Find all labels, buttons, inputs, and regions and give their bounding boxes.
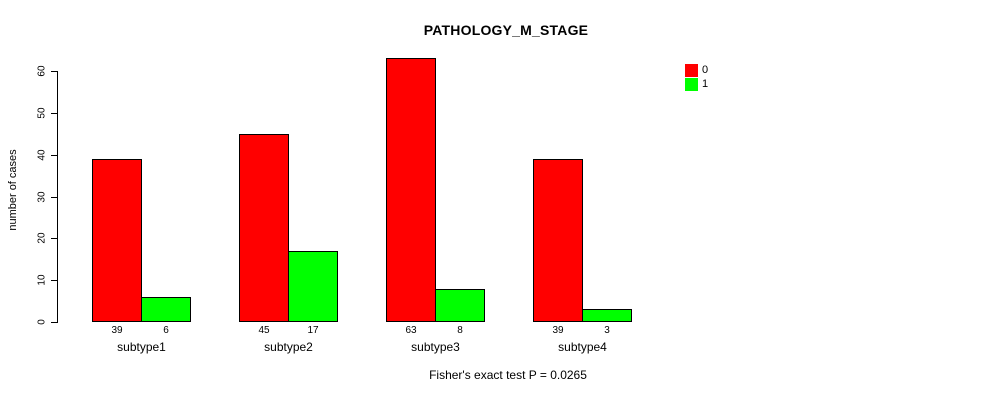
bar-series1-subtype3 (435, 289, 485, 322)
bar-series1-subtype2 (288, 251, 338, 322)
x-category-label-subtype3: subtype3 (411, 340, 460, 354)
legend-label: 0 (702, 64, 709, 76)
footer-annotation: Fisher's exact test P = 0.0265 (429, 368, 587, 382)
y-tick (51, 322, 57, 323)
y-tick (51, 238, 57, 239)
bar-value-label: 39 (111, 325, 123, 336)
x-category-label-subtype1: subtype1 (117, 340, 166, 354)
x-category-label-subtype4: subtype4 (558, 340, 607, 354)
bar-value-label: 17 (307, 325, 319, 336)
legend-swatch-0 (685, 64, 698, 77)
bar-value-label: 3 (604, 325, 610, 336)
bar-series0-subtype3 (386, 58, 436, 322)
y-tick (51, 197, 57, 198)
x-category-label-subtype2: subtype2 (264, 340, 313, 354)
bar-value-label: 39 (552, 325, 564, 336)
legend-label: 1 (702, 78, 709, 90)
bar-series0-subtype4 (533, 159, 583, 322)
y-tick-label: 60 (36, 65, 48, 77)
y-tick-label: 20 (36, 232, 48, 244)
y-tick-label: 30 (36, 191, 48, 203)
y-tick-label: 40 (36, 149, 48, 161)
y-axis-line (57, 71, 58, 323)
y-tick-label: 50 (36, 107, 48, 119)
bar-value-label: 45 (258, 325, 270, 336)
bar-series1-subtype4 (582, 309, 632, 322)
bar-series0-subtype2 (239, 134, 289, 322)
bar-value-label: 8 (457, 325, 463, 336)
y-tick-label: 0 (36, 319, 48, 325)
bar-value-label: 63 (405, 325, 417, 336)
bar-series0-subtype1 (92, 159, 142, 322)
y-tick (51, 155, 57, 156)
y-tick (51, 280, 57, 281)
y-tick (51, 113, 57, 114)
bar-series1-subtype1 (141, 297, 191, 322)
legend-swatch-1 (685, 78, 698, 91)
legend-item-0: 0 (685, 64, 708, 77)
y-tick (51, 71, 57, 72)
chart-title: PATHOLOGY_M_STAGE (423, 22, 589, 38)
y-axis-label: number of cases (7, 149, 19, 231)
y-tick-label: 10 (36, 274, 48, 286)
bar-value-label: 6 (163, 325, 169, 336)
legend-item-1: 1 (685, 78, 708, 91)
